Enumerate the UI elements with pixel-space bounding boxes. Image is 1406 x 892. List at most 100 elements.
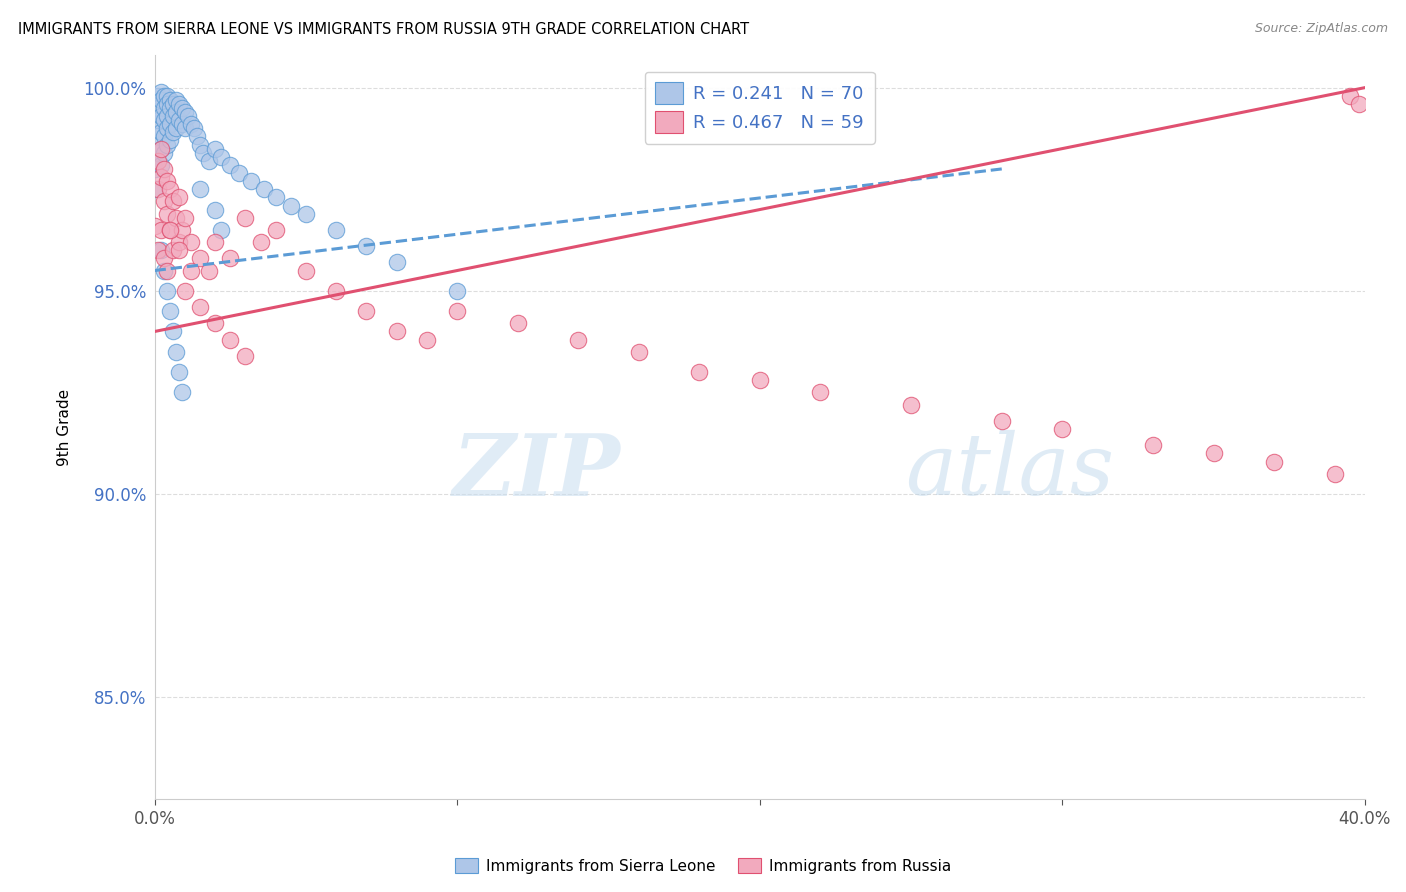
Point xyxy=(219,158,242,172)
Point xyxy=(170,385,193,400)
Point xyxy=(186,129,208,144)
Point xyxy=(159,133,181,147)
Point xyxy=(264,223,287,237)
Point xyxy=(156,96,179,111)
Point xyxy=(180,235,202,249)
Legend: Immigrants from Sierra Leone, Immigrants from Russia: Immigrants from Sierra Leone, Immigrants… xyxy=(449,852,957,880)
Point xyxy=(188,300,211,314)
Point xyxy=(235,211,257,225)
Point xyxy=(235,349,257,363)
Point xyxy=(167,190,190,204)
Point xyxy=(152,145,174,160)
Point xyxy=(149,109,172,123)
Point xyxy=(188,137,211,152)
Point xyxy=(159,93,181,107)
Point xyxy=(146,113,169,128)
Point xyxy=(159,304,181,318)
Point xyxy=(152,88,174,103)
Point xyxy=(1339,88,1361,103)
Point xyxy=(165,121,187,136)
Point xyxy=(900,398,922,412)
Point xyxy=(152,194,174,209)
Point xyxy=(180,263,202,277)
Point xyxy=(252,182,274,196)
Point xyxy=(416,333,439,347)
Point xyxy=(567,333,589,347)
Point xyxy=(162,109,184,123)
Point xyxy=(167,113,190,128)
Point xyxy=(146,88,169,103)
Point xyxy=(385,325,408,339)
Point xyxy=(228,166,250,180)
Point xyxy=(204,317,226,331)
Point xyxy=(152,263,174,277)
Point xyxy=(748,373,770,387)
Point xyxy=(808,385,831,400)
Point xyxy=(159,101,181,115)
Point xyxy=(143,219,166,233)
Point xyxy=(165,105,187,120)
Point xyxy=(356,239,378,253)
Point xyxy=(156,88,179,103)
Point xyxy=(506,317,529,331)
Point xyxy=(295,206,318,220)
Point xyxy=(1263,454,1285,468)
Point xyxy=(167,96,190,111)
Y-axis label: 9th Grade: 9th Grade xyxy=(58,388,72,466)
Point xyxy=(149,158,172,172)
Point xyxy=(146,129,169,144)
Point xyxy=(149,85,172,99)
Point xyxy=(204,235,226,249)
Point xyxy=(149,125,172,139)
Point xyxy=(152,113,174,128)
Point xyxy=(204,142,226,156)
Point xyxy=(688,365,710,379)
Point xyxy=(177,109,200,123)
Point xyxy=(1202,446,1225,460)
Point xyxy=(1347,96,1369,111)
Point xyxy=(170,223,193,237)
Point xyxy=(325,223,347,237)
Point xyxy=(152,101,174,115)
Point xyxy=(156,174,179,188)
Point xyxy=(152,161,174,176)
Point xyxy=(162,194,184,209)
Point xyxy=(325,284,347,298)
Point xyxy=(219,252,242,266)
Point xyxy=(156,121,179,136)
Point xyxy=(143,161,166,176)
Point xyxy=(183,121,205,136)
Point xyxy=(146,101,169,115)
Point xyxy=(159,182,181,196)
Point xyxy=(156,137,179,152)
Point xyxy=(446,304,468,318)
Point xyxy=(156,109,179,123)
Point xyxy=(198,153,221,168)
Point xyxy=(149,169,172,184)
Text: Source: ZipAtlas.com: Source: ZipAtlas.com xyxy=(1254,22,1388,36)
Point xyxy=(149,223,172,237)
Point xyxy=(159,117,181,131)
Point xyxy=(149,243,172,257)
Point xyxy=(146,153,169,168)
Point xyxy=(149,142,172,156)
Point xyxy=(295,263,318,277)
Point xyxy=(165,344,187,359)
Point xyxy=(990,414,1012,428)
Legend: R = 0.241   N = 70, R = 0.467   N = 59: R = 0.241 N = 70, R = 0.467 N = 59 xyxy=(644,71,875,144)
Point xyxy=(167,235,190,249)
Point xyxy=(356,304,378,318)
Point xyxy=(162,96,184,111)
Point xyxy=(219,333,242,347)
Point xyxy=(1142,438,1164,452)
Point xyxy=(173,284,195,298)
Point xyxy=(173,105,195,120)
Point xyxy=(191,145,214,160)
Point xyxy=(198,263,221,277)
Point xyxy=(165,93,187,107)
Point xyxy=(156,206,179,220)
Text: IMMIGRANTS FROM SIERRA LEONE VS IMMIGRANTS FROM RUSSIA 9TH GRADE CORRELATION CHA: IMMIGRANTS FROM SIERRA LEONE VS IMMIGRAN… xyxy=(18,22,749,37)
Point xyxy=(170,101,193,115)
Point xyxy=(209,223,232,237)
Point xyxy=(170,117,193,131)
